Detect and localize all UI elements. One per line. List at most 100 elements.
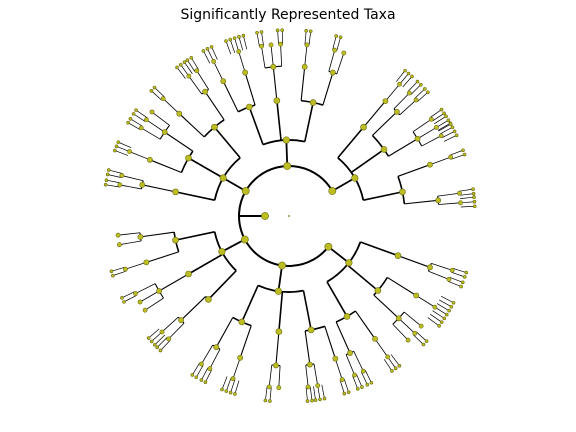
family-node	[266, 384, 272, 390]
genus-leaf	[461, 148, 465, 153]
family-branch	[201, 344, 213, 365]
order-branch	[222, 80, 239, 112]
genus-branch	[230, 379, 236, 393]
genus-leaf	[237, 35, 241, 39]
class-branch	[175, 231, 215, 241]
family-branch	[119, 184, 142, 190]
genus-branch	[452, 267, 467, 273]
genus-branch	[415, 331, 427, 342]
genus-branch	[148, 328, 160, 339]
family-node	[119, 173, 125, 178]
genus-leaf	[403, 68, 407, 73]
genus-leaf	[228, 390, 233, 395]
genus-leaf	[442, 316, 447, 321]
genus-branch	[265, 386, 268, 401]
genus-branch	[443, 135, 457, 142]
genus-branch	[151, 90, 163, 101]
family-branch	[374, 338, 388, 358]
order-node	[372, 335, 378, 342]
order-node	[273, 362, 279, 369]
genus-branch	[438, 123, 451, 132]
genus-leaf	[131, 112, 136, 116]
family-branch	[398, 318, 416, 334]
family-branch	[232, 357, 241, 379]
phylum-arc	[337, 157, 365, 201]
genus-leaf	[462, 152, 467, 157]
genus-leaf	[268, 399, 272, 403]
phylum-branch	[331, 177, 356, 192]
family-node	[438, 133, 444, 139]
genus-branch	[361, 371, 368, 385]
genus-branch	[123, 295, 137, 303]
family-leaf	[268, 42, 274, 48]
genus-leaf	[471, 187, 475, 191]
phylum-node	[328, 187, 337, 195]
class-branch	[350, 148, 385, 174]
family-node	[207, 366, 213, 372]
genus-branch	[309, 386, 313, 401]
family-node	[457, 190, 462, 196]
order-branch	[388, 138, 418, 157]
order-node	[139, 181, 146, 188]
genus-leaf	[259, 30, 264, 34]
genus-leaf	[189, 55, 194, 60]
genus-leaf	[158, 348, 163, 353]
phylum-split-node	[274, 287, 283, 295]
order-node	[427, 264, 433, 271]
genus-leaf	[134, 108, 138, 112]
genus-branch	[449, 149, 464, 156]
order-branch	[146, 251, 179, 263]
phylum-node	[283, 162, 292, 170]
class-node	[307, 326, 315, 334]
family-branch	[238, 51, 246, 73]
genus-leaf	[393, 366, 398, 371]
genus-leaf	[308, 29, 313, 34]
order-node	[176, 110, 183, 117]
family-node	[432, 304, 438, 310]
tree-nodes	[103, 28, 477, 403]
order-node	[237, 354, 244, 361]
genus-leaf	[241, 33, 246, 38]
order-branch	[149, 159, 182, 174]
genus-leaf	[149, 339, 154, 344]
order-branch	[300, 66, 306, 101]
order-node	[306, 361, 313, 368]
genus-branch	[432, 113, 445, 122]
class-branch	[363, 191, 403, 201]
genus-leaf	[120, 296, 124, 300]
family-branch	[431, 262, 453, 271]
order-node	[178, 317, 184, 324]
class-branch	[188, 253, 224, 275]
family-branch	[428, 270, 450, 280]
genus-branch	[121, 291, 135, 299]
order-node	[137, 233, 144, 240]
genus-branch	[229, 39, 236, 53]
genus-leaf	[390, 369, 394, 373]
genus-branch	[438, 299, 452, 308]
genus-branch	[414, 88, 426, 99]
phylum-node	[278, 261, 286, 270]
family-branch	[125, 261, 147, 270]
order-node	[414, 135, 421, 142]
family-leaf	[137, 299, 143, 305]
family-leaf	[341, 50, 347, 56]
family-node	[304, 42, 310, 48]
genus-leaf	[472, 204, 477, 209]
family-node	[406, 90, 412, 96]
class-node	[399, 188, 406, 196]
genus-leaf	[369, 380, 374, 385]
family-node	[144, 117, 149, 123]
genus-leaf	[446, 118, 451, 123]
genus-leaf	[116, 140, 121, 144]
family-branch	[438, 202, 461, 205]
family-node	[385, 354, 391, 360]
class-branch	[346, 264, 379, 292]
genus-branch	[439, 126, 453, 135]
genus-branch	[459, 188, 474, 192]
genus-branch	[154, 87, 165, 98]
family-node	[360, 368, 366, 374]
genus-leaf	[442, 111, 446, 116]
family-branch	[334, 358, 343, 380]
order-node	[242, 69, 249, 76]
phylum-node	[324, 242, 333, 251]
